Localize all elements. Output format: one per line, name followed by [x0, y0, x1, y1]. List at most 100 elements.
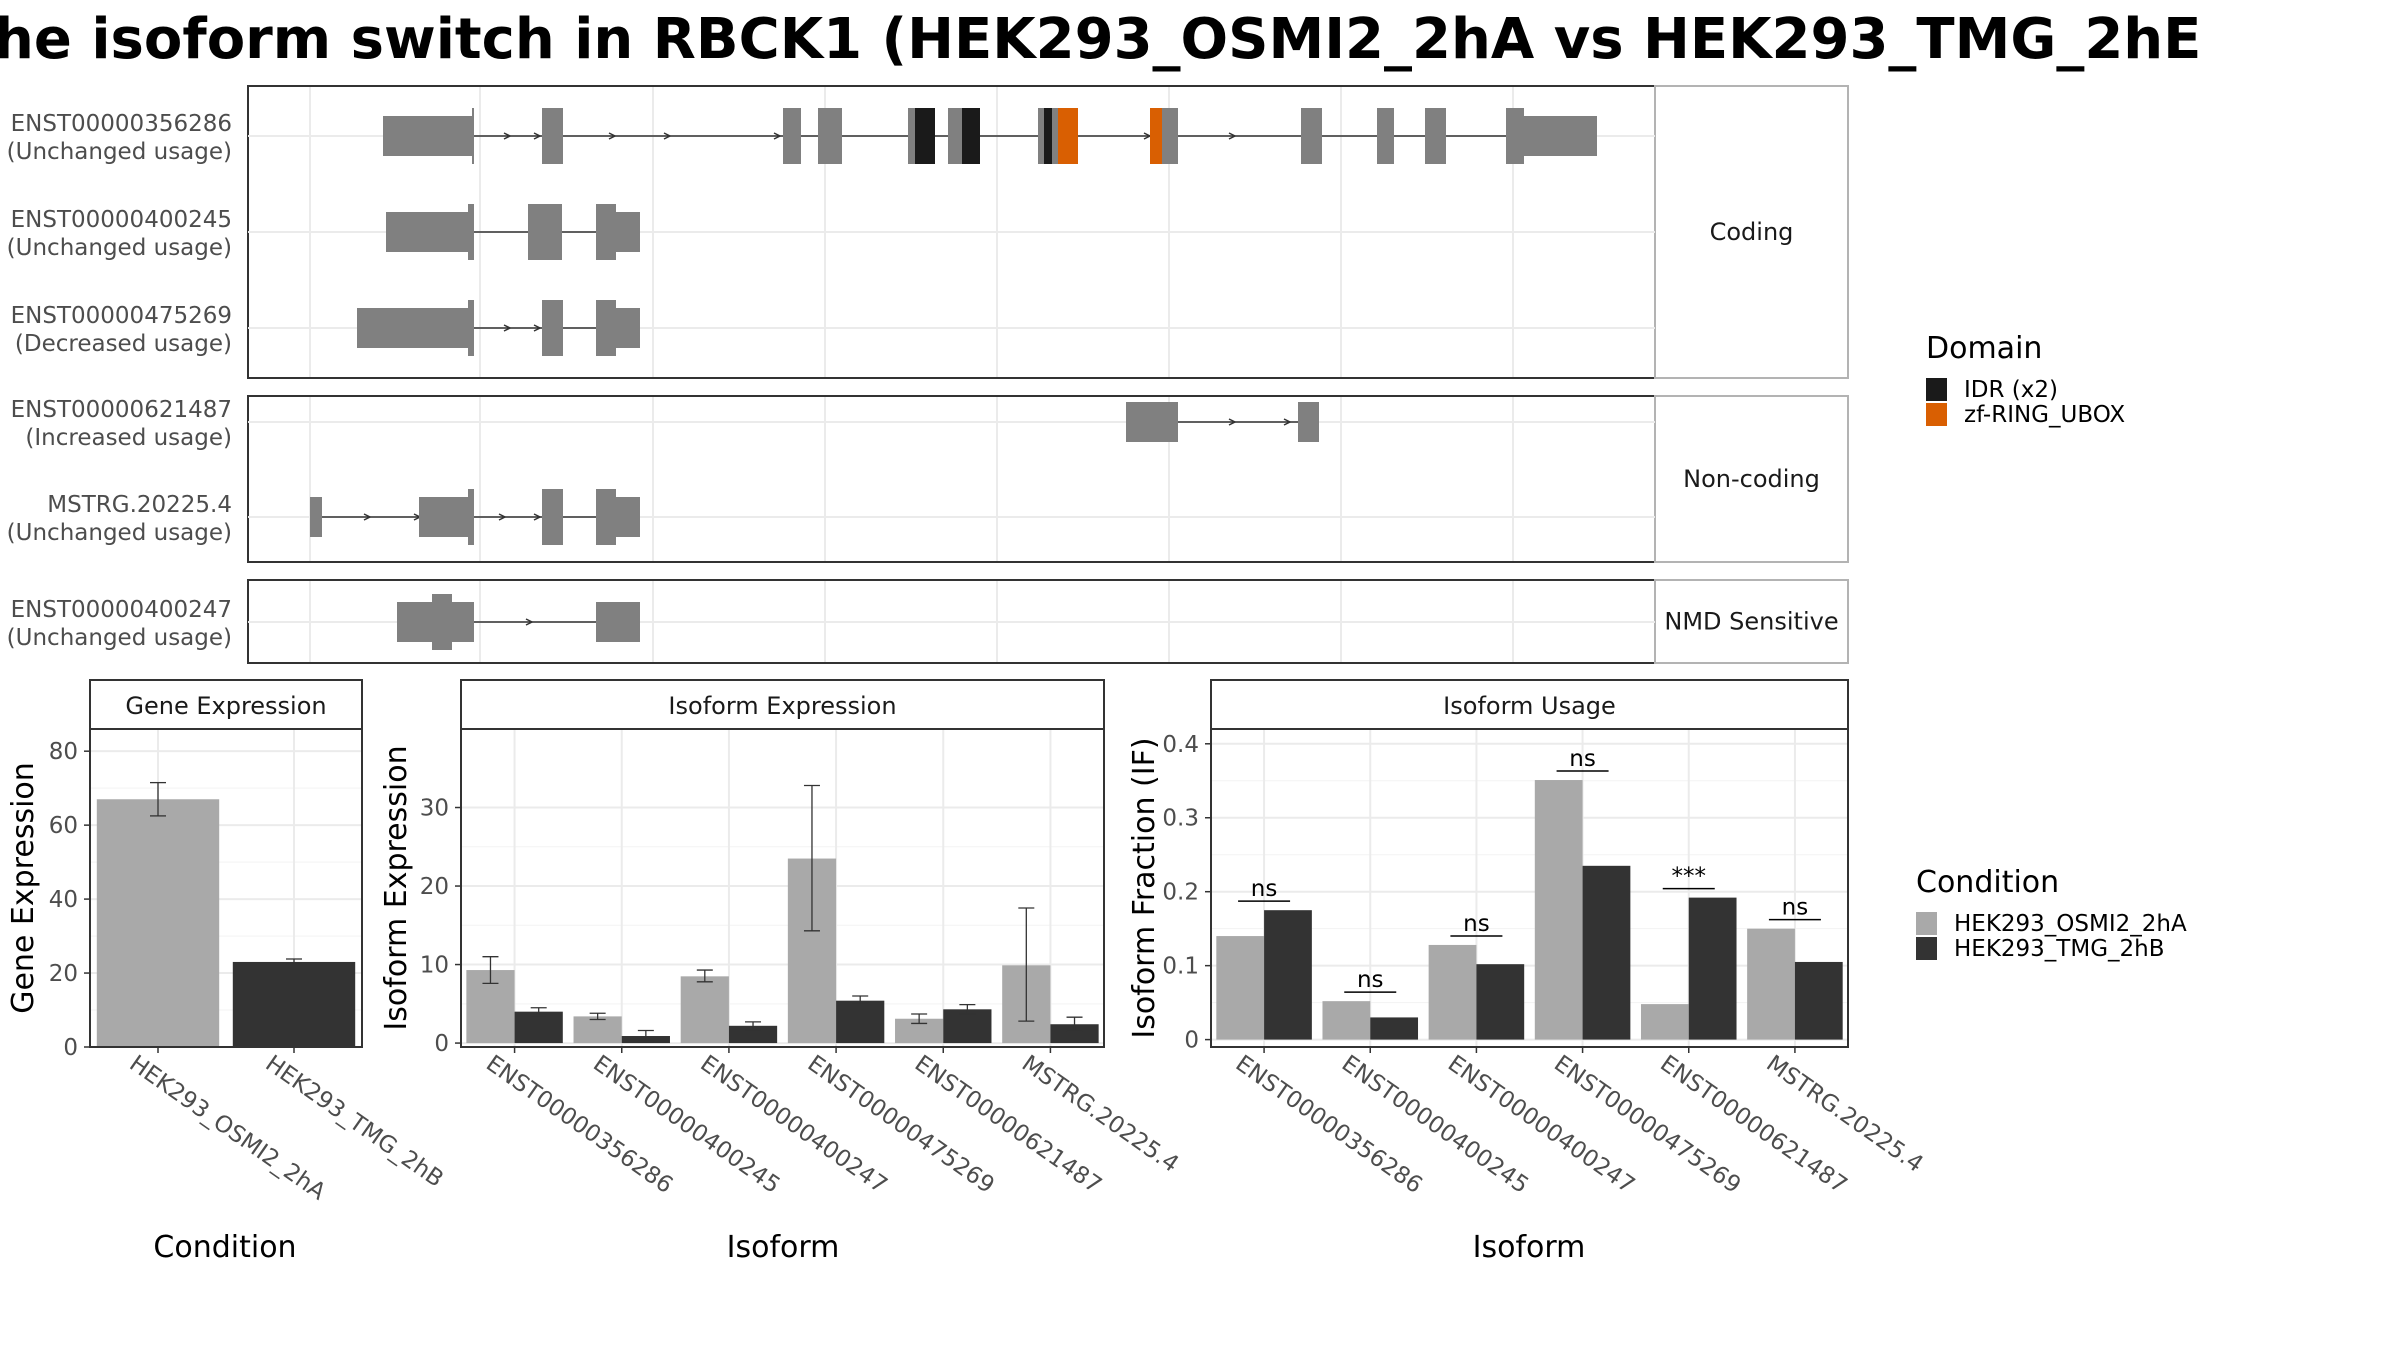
- panel-strip: [460, 679, 1105, 730]
- bar: [1534, 780, 1583, 1040]
- panel-title: Isoform Usage: [1443, 692, 1616, 720]
- exon: [1506, 108, 1524, 164]
- y-tick-label: 0: [63, 1035, 78, 1061]
- domain-legend-label: IDR (x2): [1964, 377, 2058, 403]
- x-tick-label: ENST00000400245: [588, 1051, 784, 1199]
- exon: [432, 594, 452, 650]
- x-tick-label: ENST00000400247: [695, 1051, 891, 1199]
- x-axis-title: Isoform: [1473, 1230, 1586, 1265]
- structure-group-label: NMD Sensitive: [1664, 608, 1838, 636]
- exon: [596, 204, 616, 260]
- exon: [310, 497, 322, 537]
- structure-group-strip: [1654, 85, 1849, 379]
- bar: [1640, 1004, 1689, 1040]
- isoform-usage-label: (Unchanged usage): [7, 625, 232, 651]
- x-tick-label: ENST00000400245: [1337, 1051, 1533, 1199]
- structure-panel-bg: [248, 396, 1655, 562]
- exon: [818, 108, 842, 164]
- bar: [573, 1016, 622, 1044]
- isoform-usage-label: (Unchanged usage): [7, 520, 232, 546]
- strand-arrow: [533, 324, 542, 332]
- x-tick-label: ENST00000356286: [1231, 1051, 1427, 1199]
- bar: [1050, 1024, 1099, 1044]
- y-tick-label: 20: [49, 961, 78, 987]
- strand-arrow: [525, 618, 534, 626]
- exon: [542, 489, 563, 545]
- figure-title: he isoform switch in RBCK1 (HEK293_OSMI2…: [0, 7, 2201, 72]
- domain-legend-swatch: [1926, 403, 1947, 426]
- bar: [1322, 1001, 1371, 1040]
- bar: [232, 961, 356, 1047]
- exon: [616, 308, 640, 348]
- condition-legend-title: Condition: [1916, 865, 2059, 900]
- exon: [1298, 402, 1319, 442]
- bar: [1370, 1017, 1419, 1040]
- x-axis-title: Isoform: [727, 1230, 840, 1265]
- exon: [596, 489, 616, 545]
- exon: [528, 204, 562, 260]
- idr-domain: [1044, 108, 1052, 164]
- y-tick-label: 0.2: [1162, 880, 1199, 906]
- exon: [472, 108, 474, 164]
- strand-arrow: [608, 132, 617, 140]
- y-tick-label: 0.1: [1162, 954, 1199, 980]
- isoform-id-label: ENST00000400245: [11, 207, 232, 233]
- strand-arrow: [363, 513, 372, 521]
- y-tick-label: 10: [420, 953, 449, 979]
- panel-strip: [1210, 679, 1849, 730]
- exon: [468, 300, 474, 356]
- exon: [542, 300, 563, 356]
- isoform-id-label: ENST00000475269: [11, 303, 232, 329]
- plot-area: [461, 729, 1104, 1047]
- exon: [386, 212, 468, 252]
- bar: [680, 976, 729, 1044]
- y-tick-label: 0: [434, 1031, 449, 1057]
- exon: [542, 108, 563, 164]
- isoform-id-label: MSTRG.20225.4: [47, 492, 232, 518]
- exon: [948, 108, 962, 164]
- structure-group-strip: [1654, 395, 1849, 563]
- y-axis-title: Gene Expression: [6, 762, 41, 1014]
- exon: [1425, 108, 1446, 164]
- y-tick-label: 0.4: [1162, 732, 1199, 758]
- exon: [1524, 116, 1597, 156]
- expression-bar-charts: 020406080HEK293_OSMI2_2hAHEK293_TMG_2hBG…: [6, 679, 1928, 1265]
- bar: [1264, 910, 1312, 1040]
- strand-arrow: [533, 132, 542, 140]
- exon: [1126, 402, 1178, 442]
- panel-strip: [89, 679, 363, 730]
- zf-ring-ubox-domain: [1150, 108, 1162, 164]
- strand-arrow: [503, 132, 512, 140]
- zf-ring-ubox-domain: [1058, 108, 1078, 164]
- exon: [468, 204, 474, 260]
- isoform-id-label: ENST00000356286: [11, 111, 232, 137]
- exon: [419, 497, 468, 537]
- exon: [596, 602, 640, 642]
- exon: [1377, 108, 1394, 164]
- strand-arrow: [533, 513, 542, 521]
- significance-label: ***: [1672, 864, 1707, 890]
- exon: [908, 108, 915, 164]
- bar-chart-1: 020406080HEK293_OSMI2_2hAHEK293_TMG_2hBG…: [6, 679, 448, 1265]
- legends: Domain IDR (x2)zf-RING_UBOX Condition HEK29…: [1916, 331, 2187, 962]
- bar: [836, 1000, 885, 1044]
- y-axis-title: Isoform Expression: [379, 745, 414, 1030]
- y-tick-label: 0.3: [1162, 806, 1199, 832]
- isoform-id-label: ENST00000400247: [11, 597, 232, 623]
- structure-group-strip: [1654, 579, 1849, 664]
- x-tick-label: ENST00000475269: [803, 1051, 999, 1199]
- domain-legend-swatch: [1926, 378, 1947, 401]
- strand-arrow: [1228, 132, 1237, 140]
- bar: [1688, 897, 1737, 1040]
- exon: [468, 489, 474, 545]
- bar: [943, 1009, 992, 1044]
- condition-legend-swatch: [1916, 937, 1937, 960]
- bar: [96, 799, 220, 1047]
- y-tick-label: 80: [49, 739, 78, 765]
- exon: [452, 602, 474, 642]
- y-tick-label: 60: [49, 813, 78, 839]
- x-tick-label: ENST00000475269: [1549, 1051, 1745, 1199]
- strand-arrow: [1228, 418, 1237, 426]
- exon: [783, 108, 801, 164]
